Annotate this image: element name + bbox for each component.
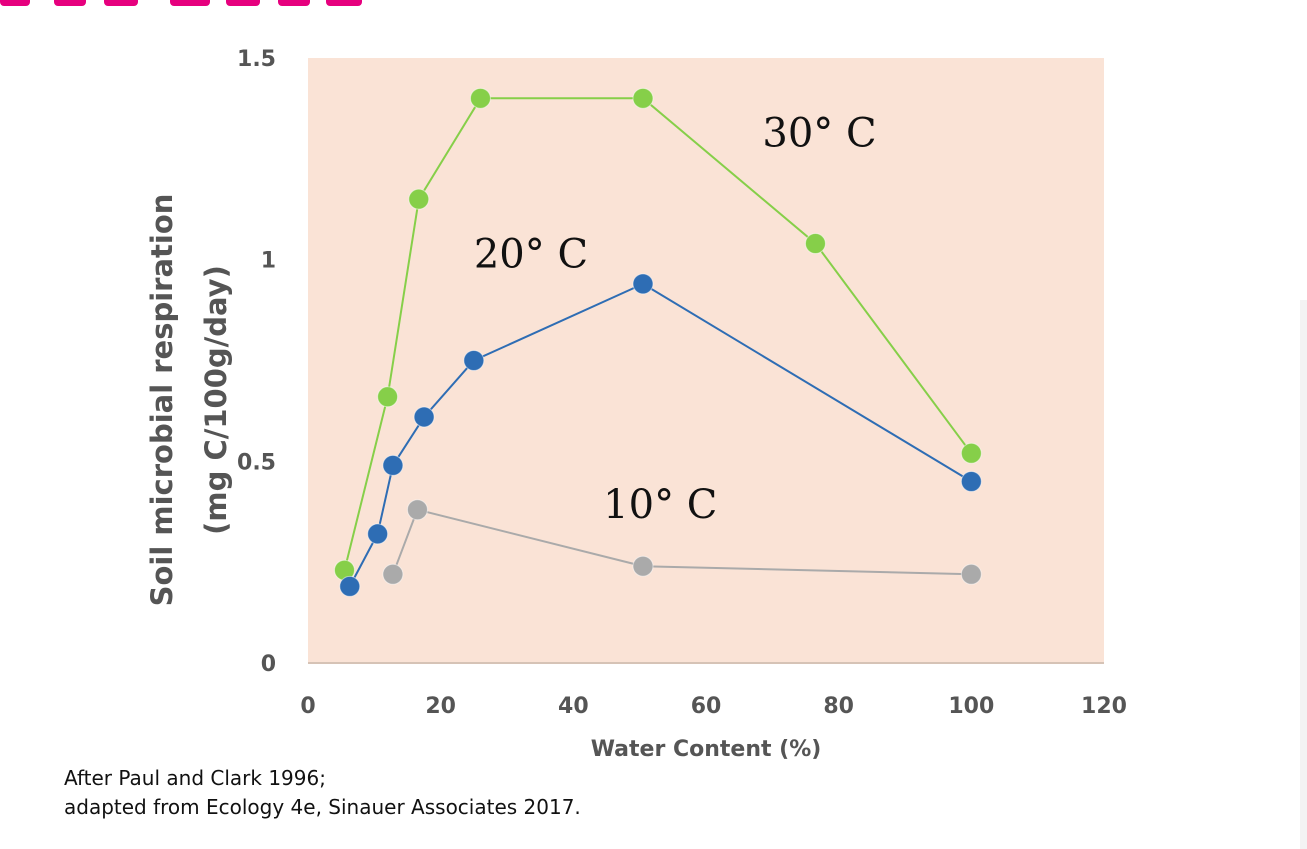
data-point [406, 499, 428, 521]
series-label: 10° C [603, 482, 717, 528]
data-point [632, 555, 654, 577]
x-tick-label: 0 [300, 694, 315, 719]
data-point [960, 442, 982, 464]
x-tick-label: 60 [691, 694, 722, 719]
series-label: 20° C [474, 232, 588, 278]
y-tick-label: 0 [261, 652, 276, 677]
data-point [804, 233, 826, 255]
x-axis-ticks: 0 20 40 60 80 100 120 [300, 694, 1127, 719]
data-point [960, 563, 982, 585]
series-labels: 30° C 20° C 10° C [474, 111, 877, 528]
y-tick-label: 1.5 [237, 47, 276, 72]
y-axis-title-line-2: (mg C/100g/day) [199, 265, 233, 535]
plot-area [308, 58, 1104, 663]
x-tick-label: 20 [425, 694, 456, 719]
caption-line-2: adapted from Ecology 4e, Sinauer Associa… [64, 795, 581, 819]
series-points [333, 87, 982, 597]
series-line-2 [391, 508, 972, 576]
x-tick-label: 40 [558, 694, 589, 719]
data-point [632, 273, 654, 295]
data-point [960, 471, 982, 492]
data-point [382, 454, 404, 476]
x-tick-label: 80 [823, 694, 854, 719]
source-caption: After Paul and Clark 1996; adapted from … [64, 764, 581, 822]
data-point [339, 575, 361, 597]
data-point [463, 350, 485, 371]
x-tick-label: 100 [948, 694, 994, 719]
data-point [413, 406, 435, 428]
data-point [382, 563, 404, 585]
data-point [408, 188, 430, 210]
data-point [367, 523, 389, 545]
y-tick-label: 0.5 [237, 450, 276, 475]
title-fragment-decor [0, 0, 370, 6]
data-point [632, 87, 654, 109]
caption-line-1: After Paul and Clark 1996; [64, 766, 326, 790]
series-label: 30° C [762, 111, 876, 157]
scroll-edge [1300, 300, 1307, 849]
x-tick-label: 120 [1081, 694, 1127, 719]
data-point [469, 87, 491, 109]
data-point [377, 386, 399, 408]
y-axis-title-line-1: Soil microbial respiration [145, 194, 179, 607]
respiration-chart: 0 0.5 1 1.5 0 20 40 60 80 100 120 30° C 20° C 10° C… [145, 47, 1127, 760]
y-axis-ticks: 0 0.5 1 1.5 [237, 47, 276, 677]
x-axis-title: Water Content (%) [591, 737, 822, 760]
y-tick-label: 1 [261, 249, 276, 274]
